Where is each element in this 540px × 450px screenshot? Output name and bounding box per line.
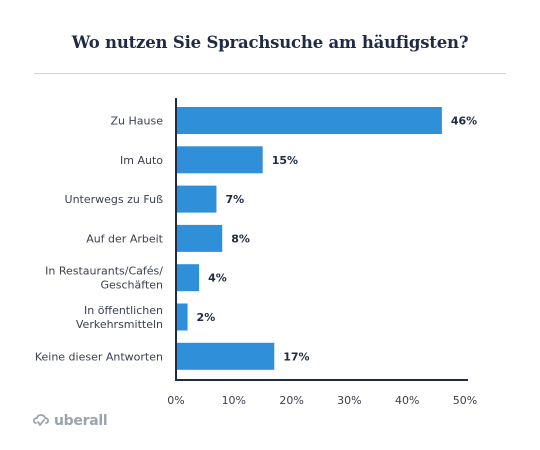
x-tick-label: 10%: [222, 394, 246, 407]
x-tick-label: 0%: [167, 394, 184, 407]
value-label: 17%: [283, 350, 309, 363]
title-divider: [34, 73, 506, 74]
bar: [176, 107, 442, 134]
bar: [176, 342, 275, 370]
category-label: Zu Hause: [111, 115, 164, 128]
category-label: Im Auto: [120, 154, 163, 167]
category-label: In öffentlichen Verkehrsmitteln: [76, 304, 163, 331]
bar: [176, 264, 200, 292]
bar: [176, 185, 217, 213]
uberall-logo-text: uberall: [54, 413, 108, 429]
value-label: 2%: [197, 311, 216, 324]
uberall-logo: uberall: [32, 413, 108, 429]
value-label: 46%: [451, 115, 477, 128]
x-tick-label: 20%: [279, 394, 303, 407]
bar: [176, 224, 223, 252]
uberall-logo-icon: [32, 414, 50, 426]
category-label: Auf der Arbeit: [86, 232, 163, 245]
value-label: 15%: [272, 154, 298, 167]
category-label: Keine dieser Antworten: [35, 350, 163, 363]
bar: [176, 146, 263, 174]
category-label: In Restaurants/Cafés/Geschäften: [45, 265, 163, 292]
value-label: 7%: [225, 193, 244, 206]
category-label: Unterwegs zu Fuß: [65, 193, 164, 206]
value-label: 4%: [208, 272, 227, 285]
x-tick-label: 30%: [337, 394, 361, 407]
bar: [176, 303, 188, 331]
value-label: 8%: [231, 232, 250, 245]
x-tick-label: 50%: [453, 394, 477, 407]
x-tick-label: 40%: [395, 394, 419, 407]
chart-title: Wo nutzen Sie Sprachsuche am häufigsten?: [71, 33, 469, 52]
